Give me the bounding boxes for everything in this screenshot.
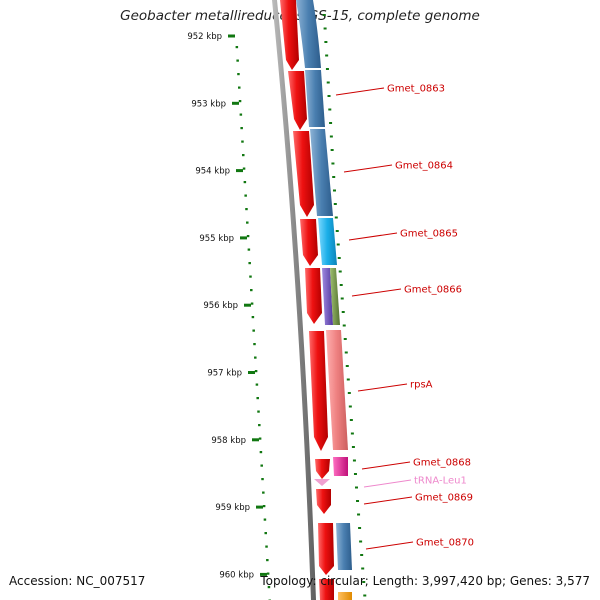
- reverse-strand-track: [296, 0, 352, 600]
- scale-tick-label: 956 kbp: [203, 301, 238, 311]
- scale-tick-mark: [248, 371, 255, 374]
- scale-tick-mark: [228, 34, 235, 38]
- scale-tick-label: 954 kbp: [195, 167, 230, 177]
- gene-block-reverse: [322, 268, 333, 325]
- forward-strand-track: [280, 0, 334, 600]
- scale-tick-mark: [256, 505, 263, 509]
- scale-tick-label: 952 kbp: [187, 32, 222, 42]
- gene-labels: Gmet_0863 Gmet_0864 Gmet_0865 Gmet_0866 rpsA…: [335, 84, 474, 550]
- gene-block-forward: [293, 131, 314, 217]
- gene-block-reverse: [336, 523, 352, 570]
- gene-label: Gmet_0866: [404, 285, 462, 296]
- gene-label: Gmet_0868: [413, 458, 471, 469]
- gene-block-forward: [280, 0, 299, 70]
- trna-label: tRNA-Leu1: [414, 476, 467, 487]
- gene-callout-line: [335, 87, 385, 96]
- genome-backbone: [272, 0, 316, 600]
- gene-block-forward: [319, 579, 334, 600]
- gene-block-reverse: [310, 129, 333, 216]
- gene-block-forward: [315, 459, 330, 479]
- gene-callout-line: [351, 288, 402, 297]
- gene-label: Gmet_0869: [415, 493, 473, 504]
- gene-label: rpsA: [410, 380, 433, 391]
- gene-callout-line: [343, 164, 393, 173]
- gene-block-forward: [300, 219, 318, 266]
- gene-callout-line: [363, 479, 412, 488]
- accession-label: Accession: NC_007517: [9, 574, 146, 588]
- gene-label: Gmet_0864: [395, 161, 453, 172]
- scale-tick-label: 958 kbp: [211, 436, 246, 446]
- gene-block-reverse: [333, 457, 348, 476]
- gene-block-reverse: [330, 268, 340, 325]
- gene-label: Gmet_0863: [387, 84, 445, 95]
- gene-block-forward: [288, 71, 307, 130]
- gene-block-reverse: [305, 70, 325, 127]
- scale-dots-right: [322, 14, 367, 597]
- scale-tick-label: 953 kbp: [191, 99, 226, 109]
- scale-tick-mark: [240, 236, 247, 240]
- trna-tRNA-Leu1: [314, 479, 330, 486]
- gene-label: Gmet_0870: [416, 538, 474, 549]
- scale-tick-mark: [244, 303, 251, 307]
- gene-label: Gmet_0865: [400, 229, 458, 240]
- gene-callout-line: [357, 383, 408, 392]
- scale-tick-mark: [236, 169, 243, 173]
- scale-tick-mark: [232, 101, 239, 105]
- scale-tick-label: 955 kbp: [199, 234, 234, 244]
- gene-callout-line: [348, 232, 398, 241]
- gene-block-forward: [309, 331, 328, 451]
- gene-callout-line: [365, 541, 414, 550]
- gene-block-reverse: [338, 592, 352, 600]
- scale-tick-label: 960 kbp: [219, 570, 254, 580]
- scale-tick-mark: [252, 438, 259, 442]
- scale-tick-label: 959 kbp: [215, 503, 250, 513]
- gene-callout-line: [361, 461, 411, 470]
- scale-tick-label: 957 kbp: [207, 369, 242, 379]
- gene-callout-line: [363, 496, 413, 505]
- gene-block-forward: [316, 489, 331, 514]
- scale-ticks: 952 kbp 953 kbp 954 kbp 955 kbp 956 kbp 957 k…: [187, 32, 267, 580]
- scale-tick-mark: [260, 572, 267, 576]
- scale-dots-left: [235, 46, 271, 600]
- gene-block-reverse: [326, 330, 348, 450]
- genome-summary: Topology: circular; Length: 3,997,420 bp…: [260, 574, 590, 588]
- gene-block-forward: [305, 268, 322, 324]
- gene-block-reverse: [318, 218, 337, 265]
- gene-block-forward: [318, 523, 334, 575]
- gene-block-reverse: [296, 0, 321, 68]
